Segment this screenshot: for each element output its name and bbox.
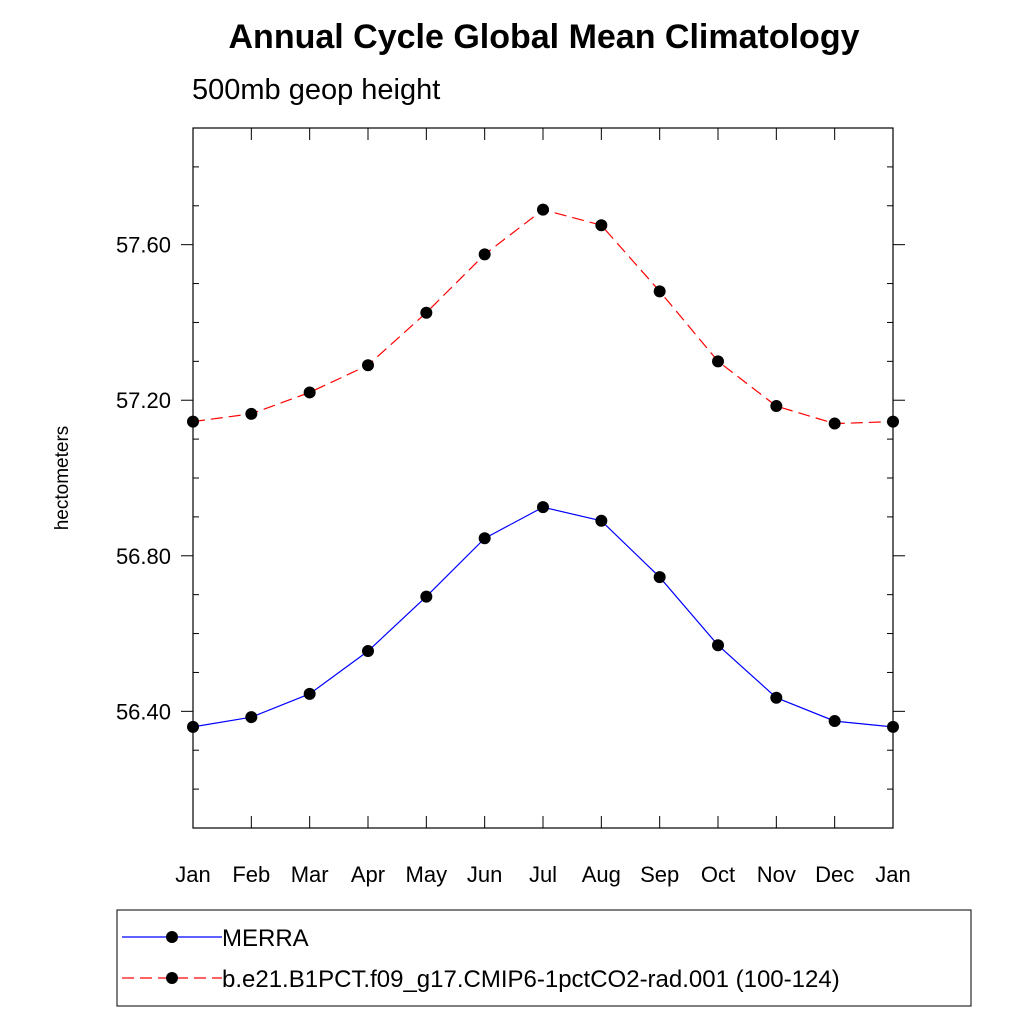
x-tick-label: Feb bbox=[232, 862, 270, 887]
series-2-point bbox=[595, 219, 608, 232]
series-1-point bbox=[653, 571, 666, 584]
series-1-point bbox=[828, 715, 841, 728]
y-tick-label: 56.80 bbox=[116, 544, 171, 569]
axis-ticks bbox=[181, 127, 905, 829]
series-2-point bbox=[420, 306, 433, 319]
legend-marker-2 bbox=[166, 972, 178, 984]
series-layer bbox=[187, 203, 899, 733]
series-1-point bbox=[420, 590, 433, 603]
y-axis-label: hectometers bbox=[52, 426, 73, 531]
x-tick-labels: Jan Feb Mar Apr May Jun Jul Aug Sep Oct Nov Dec Jan bbox=[175, 862, 910, 887]
series-1-point bbox=[770, 691, 783, 704]
legend-marker-1 bbox=[166, 931, 178, 943]
legend: MERRA b.e21.B1PCT.f09_g17.CMIP6-1pctCO2-r… bbox=[122, 925, 840, 993]
series-1-point bbox=[595, 514, 608, 527]
series-line-2 bbox=[192, 209, 894, 425]
y-tick-label: 56.40 bbox=[116, 699, 171, 724]
series-2-point bbox=[887, 415, 899, 428]
series-2-point bbox=[362, 359, 374, 372]
series-1-point bbox=[245, 711, 258, 724]
chart-title: Annual Cycle Global Mean Climatology bbox=[229, 18, 860, 56]
x-tick-label: Mar bbox=[291, 862, 329, 887]
x-tick-label: Sep bbox=[640, 862, 679, 887]
x-tick-label: Aug bbox=[582, 862, 621, 887]
series-2-point bbox=[303, 386, 316, 399]
series-2-point bbox=[245, 407, 258, 420]
x-tick-label: Jul bbox=[529, 862, 557, 887]
series-1-point bbox=[362, 645, 374, 658]
series-1-point bbox=[712, 639, 724, 652]
series-2-point bbox=[653, 285, 666, 298]
series-2-point bbox=[478, 248, 491, 261]
series-1-point bbox=[478, 532, 491, 545]
legend-label-2: b.e21.B1PCT.f09_g17.CMIP6-1pctCO2-rad.00… bbox=[222, 966, 840, 993]
x-tick-label: Jan bbox=[875, 862, 910, 887]
x-tick-label: Jun bbox=[467, 862, 502, 887]
series-1-point bbox=[887, 720, 899, 733]
series-2-point bbox=[828, 417, 841, 430]
legend-label-1: MERRA bbox=[222, 925, 309, 952]
series-2-point bbox=[770, 400, 783, 413]
series-1-point bbox=[187, 720, 199, 733]
series-2-point bbox=[712, 355, 724, 368]
y-tick-label: 57.20 bbox=[116, 388, 171, 413]
x-tick-label: Oct bbox=[701, 862, 735, 887]
x-tick-label: Jan bbox=[175, 862, 210, 887]
series-2-point bbox=[537, 203, 549, 216]
legend-box bbox=[116, 909, 972, 1007]
y-tick-label: 57.60 bbox=[116, 233, 171, 258]
series-2-point bbox=[187, 415, 199, 428]
plot-frame bbox=[192, 127, 894, 829]
x-tick-label: Dec bbox=[815, 862, 854, 887]
x-tick-label: Nov bbox=[757, 862, 796, 887]
series-1-point bbox=[537, 501, 549, 514]
x-tick-label: May bbox=[406, 862, 448, 887]
series-line-1 bbox=[192, 506, 894, 728]
x-tick-label: Apr bbox=[351, 862, 385, 887]
y-tick-labels: 56.40 56.80 57.20 57.60 bbox=[116, 233, 171, 725]
series-1-point bbox=[303, 687, 316, 700]
chart-subtitle: 500mb geop height bbox=[192, 74, 440, 106]
